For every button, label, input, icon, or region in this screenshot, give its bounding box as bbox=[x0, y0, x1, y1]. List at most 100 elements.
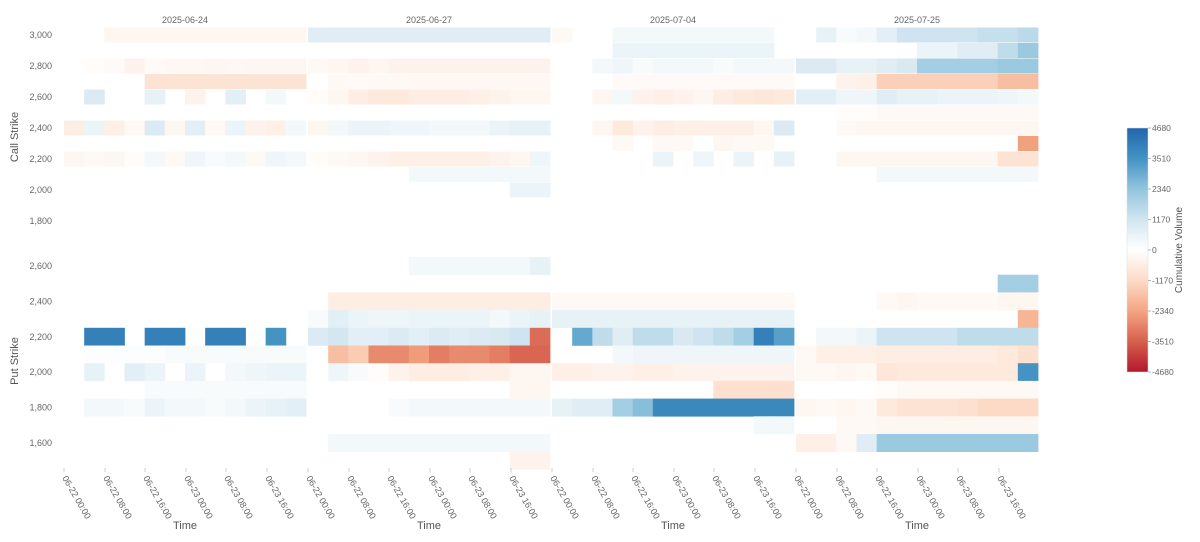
heatmap-cell bbox=[489, 58, 511, 74]
heatmap-cell bbox=[753, 120, 775, 136]
heatmap-cell bbox=[917, 27, 938, 43]
heatmap-cell bbox=[429, 292, 450, 311]
heatmap-cell bbox=[509, 89, 531, 105]
heatmap-cell bbox=[592, 398, 613, 417]
heatmap-cell bbox=[937, 89, 958, 105]
heatmap-cell bbox=[917, 292, 938, 311]
heatmap-cell bbox=[977, 105, 999, 120]
heatmap-cell bbox=[144, 74, 166, 89]
heatmap-cell bbox=[529, 74, 551, 89]
heatmap-cell bbox=[652, 89, 674, 105]
heatmap-cell bbox=[572, 398, 593, 417]
x-tick-label: 06-23 08:00 bbox=[954, 474, 987, 521]
heatmap-cell bbox=[388, 310, 410, 329]
heatmap-cell bbox=[225, 398, 246, 417]
heatmap-cell bbox=[84, 345, 105, 364]
heatmap-cell bbox=[632, 327, 654, 346]
y-axis-title-put: Put Strike bbox=[9, 337, 21, 385]
heatmap-cell bbox=[529, 89, 551, 105]
heatmap-cell bbox=[245, 74, 267, 89]
heatmap-cell bbox=[285, 363, 307, 382]
heatmap-cell bbox=[285, 27, 307, 43]
panel-title-2: 2025-06-27 bbox=[406, 15, 452, 25]
heatmap-cell bbox=[1017, 416, 1039, 435]
heatmap-cell bbox=[449, 345, 470, 364]
heatmap-cell bbox=[529, 167, 551, 182]
heatmap-cell bbox=[876, 327, 898, 346]
x-axis-title-4: Time bbox=[905, 520, 929, 532]
heatmap-cell bbox=[632, 58, 654, 74]
heatmap-cell bbox=[489, 310, 511, 329]
heatmap-cell bbox=[429, 345, 450, 364]
heatmap-cell bbox=[693, 363, 714, 382]
heatmap-cell bbox=[285, 58, 307, 74]
heatmap-cell bbox=[429, 310, 450, 329]
colorbar-tick-label: 0 bbox=[1152, 245, 1157, 255]
x-tick-label: 06-23 00:00 bbox=[670, 474, 703, 521]
heatmap-cell bbox=[185, 380, 206, 399]
heatmap-cell bbox=[713, 327, 734, 346]
heatmap-cell bbox=[449, 167, 470, 182]
heatmap-cell bbox=[773, 74, 795, 89]
heatmap-cell bbox=[652, 292, 674, 311]
heatmap-cell bbox=[265, 58, 287, 74]
heatmap-cell bbox=[816, 345, 837, 364]
heatmap-cell bbox=[816, 434, 837, 452]
heatmap-cell bbox=[509, 363, 531, 382]
heatmap-cell bbox=[348, 363, 369, 382]
heatmap-cell bbox=[713, 292, 734, 311]
heatmap-cell bbox=[408, 257, 430, 275]
heatmap-cell bbox=[1017, 363, 1039, 382]
heatmap-cell bbox=[1017, 380, 1039, 399]
panel-title-3: 2025-07-04 bbox=[650, 15, 696, 25]
heatmap-cell bbox=[693, 398, 714, 417]
heatmap-cell bbox=[773, 380, 795, 399]
heatmap-cell bbox=[876, 89, 898, 105]
heatmap-cell bbox=[753, 89, 775, 105]
heatmap-cell bbox=[673, 43, 694, 58]
heatmap-cell bbox=[773, 327, 795, 346]
heatmap-cell bbox=[693, 120, 714, 136]
heatmap-cell bbox=[469, 345, 490, 364]
heatmap-cell bbox=[509, 182, 531, 198]
heatmap-cell bbox=[997, 74, 1019, 89]
heatmap-cell bbox=[652, 58, 674, 74]
heatmap-cell bbox=[816, 363, 837, 382]
heatmap-cell bbox=[957, 363, 978, 382]
heatmap-cell bbox=[529, 120, 551, 136]
colorbar-tick-label: 4680 bbox=[1152, 123, 1171, 133]
heatmap-cell bbox=[896, 105, 918, 120]
heatmap-cell bbox=[408, 345, 430, 364]
heatmap-cell bbox=[84, 89, 105, 105]
heatmap-cell bbox=[529, 257, 551, 275]
heatmap-cell bbox=[836, 105, 857, 120]
y-tick-label: 3,000 bbox=[29, 30, 52, 40]
heatmap-cell bbox=[104, 151, 125, 167]
heatmap-cell bbox=[265, 27, 287, 43]
heatmap-cell bbox=[429, 257, 450, 275]
heatmap-cell bbox=[652, 151, 674, 167]
heatmap-cell bbox=[753, 58, 775, 74]
heatmap-cell bbox=[957, 89, 978, 105]
heatmap-cell bbox=[388, 151, 410, 167]
y-tick-label: 2,800 bbox=[29, 61, 52, 71]
heatmap-cell bbox=[937, 43, 958, 58]
heatmap-cell bbox=[368, 58, 390, 74]
heatmap-cell bbox=[328, 345, 349, 364]
heatmap-cell bbox=[997, 363, 1019, 382]
heatmap-cell bbox=[164, 345, 186, 364]
heatmap-cell bbox=[997, 292, 1019, 311]
heatmap-cell bbox=[509, 451, 531, 470]
heatmap-cell bbox=[917, 416, 938, 435]
heatmap-cell bbox=[164, 27, 186, 43]
heatmap-cell bbox=[673, 89, 694, 105]
x-tick-label: 06-23 16:00 bbox=[751, 474, 784, 521]
heatmap-cell bbox=[1017, 167, 1039, 182]
heatmap-cell bbox=[632, 363, 654, 382]
heatmap-cell bbox=[104, 120, 125, 136]
heatmap-cell bbox=[144, 120, 166, 136]
heatmap-cell bbox=[713, 345, 734, 364]
heatmap-cell bbox=[388, 434, 410, 452]
heatmap-cell bbox=[773, 398, 795, 417]
heatmap-cell bbox=[164, 58, 186, 74]
